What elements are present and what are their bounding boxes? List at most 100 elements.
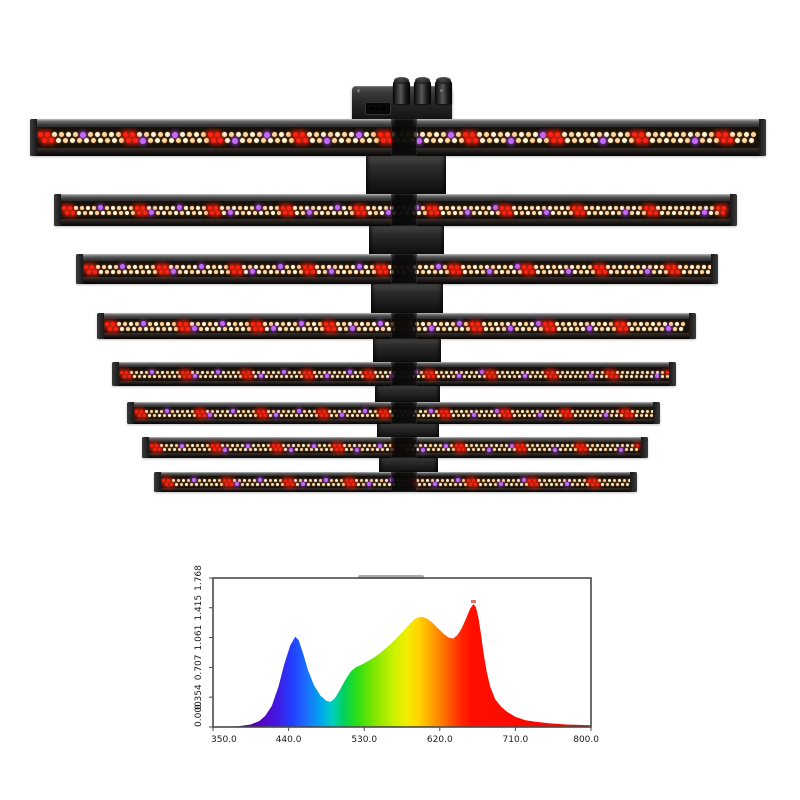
led-dot — [491, 132, 496, 137]
led-dot — [449, 264, 453, 269]
led-dot — [663, 321, 667, 326]
led-dot — [416, 478, 419, 482]
y-tick-label: 0.707 — [194, 655, 204, 681]
led-dot — [354, 205, 358, 210]
led-dot — [325, 374, 329, 378]
led-dot — [555, 132, 560, 137]
led-dot — [441, 478, 444, 482]
led-dot — [119, 210, 123, 215]
led-dot — [63, 138, 68, 143]
led-dot — [208, 413, 212, 417]
led-dot — [230, 264, 234, 269]
led-dot — [546, 409, 549, 413]
led-dot — [529, 374, 532, 378]
led-dot — [244, 374, 247, 378]
led-dot — [184, 205, 188, 210]
led-dot — [435, 370, 438, 374]
led-dot — [610, 413, 613, 417]
led-dot — [624, 264, 628, 269]
led-dot — [282, 370, 286, 374]
led-dot — [618, 326, 622, 331]
led-dot — [615, 269, 619, 274]
led-dot — [448, 326, 452, 331]
led-dot — [472, 210, 476, 215]
led-dot — [479, 264, 483, 269]
end-cap-icon — [154, 472, 161, 492]
led-dot — [635, 413, 638, 417]
led-dot — [191, 444, 194, 447]
led-dot — [277, 370, 280, 374]
led-dot — [692, 137, 698, 144]
led-dot — [83, 210, 87, 215]
end-cap-icon — [730, 194, 737, 226]
led-dot — [650, 374, 653, 378]
led-dot — [518, 269, 522, 274]
led-dot — [611, 132, 616, 137]
led-dot — [574, 413, 577, 417]
led-dot — [261, 482, 264, 486]
led-dot — [452, 413, 455, 417]
led-dot — [285, 374, 288, 378]
led-dot — [111, 321, 115, 326]
led-dot — [614, 448, 617, 451]
led-dot — [228, 478, 231, 482]
led-dot — [641, 409, 644, 413]
led-dot — [131, 210, 135, 215]
led-dot — [427, 413, 430, 417]
led-dot — [278, 264, 283, 269]
led-dot — [666, 210, 670, 215]
led-dot — [113, 210, 117, 215]
led-dot — [459, 138, 464, 143]
led-dot — [198, 448, 201, 451]
led-dot — [287, 409, 290, 413]
led-dot — [515, 264, 520, 269]
led-dot — [678, 210, 682, 215]
led-dot — [668, 205, 672, 210]
led-dot — [621, 409, 624, 413]
led-dot — [186, 444, 189, 447]
led-dot — [265, 374, 268, 378]
led-dot — [416, 137, 422, 144]
led-dot — [348, 409, 351, 413]
led-dot — [243, 478, 246, 482]
led-dot — [601, 370, 604, 374]
led-dot — [485, 409, 488, 413]
led-dot — [330, 321, 334, 326]
led-dot — [331, 374, 334, 378]
led-dot — [171, 370, 174, 374]
led-dot — [639, 321, 643, 326]
led-dot — [188, 374, 191, 378]
led-dot — [470, 409, 473, 413]
led-dot — [636, 370, 639, 374]
led-dot — [606, 370, 609, 374]
led-dot — [99, 269, 103, 274]
led-dot — [505, 444, 508, 447]
led-dot — [422, 374, 425, 378]
led-dot — [301, 482, 305, 486]
led-dot — [178, 413, 181, 417]
led-dot — [626, 205, 630, 210]
led-dot — [376, 374, 379, 378]
led-row — [123, 374, 676, 378]
led-dot — [323, 409, 326, 413]
led-dot — [358, 409, 361, 413]
led-dot — [135, 370, 138, 374]
led-dot — [178, 374, 181, 378]
led-dot — [530, 482, 533, 486]
led-dot — [265, 210, 269, 215]
led-dot — [595, 374, 598, 378]
led-dot — [439, 321, 443, 326]
led-dot — [626, 370, 629, 374]
led-dot — [245, 321, 249, 326]
led-dot — [494, 482, 497, 486]
led-dot — [160, 321, 164, 326]
led-dot — [621, 482, 624, 486]
led-dot — [381, 374, 384, 378]
led-dot — [293, 269, 297, 274]
led-dot — [742, 138, 747, 143]
led-dot — [445, 205, 449, 210]
led-dot — [289, 478, 292, 482]
led-dot — [600, 264, 604, 269]
led-dot — [609, 321, 613, 326]
led-dot — [321, 264, 325, 269]
